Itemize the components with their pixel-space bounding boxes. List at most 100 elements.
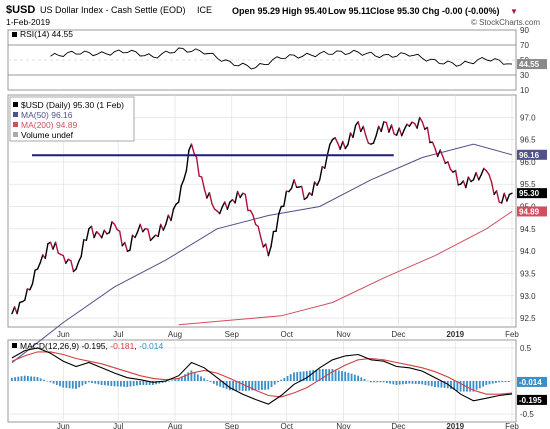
macd-hist-bar xyxy=(331,369,334,381)
price-segment xyxy=(124,241,129,252)
macd-hist-bar xyxy=(46,381,49,382)
macd-hist-bar xyxy=(107,381,109,386)
rsi-legend-swatch xyxy=(12,32,17,37)
rsi-current-tag-bg xyxy=(517,59,547,70)
price-segment xyxy=(344,143,349,150)
macd-hist-bar xyxy=(193,372,196,381)
price-segment xyxy=(103,229,108,235)
macd-hist-bar xyxy=(283,377,286,381)
macd-legend-signal: -0.181 xyxy=(110,341,134,351)
macd-hist-bar xyxy=(59,381,61,387)
rsi-current-tag: 44.55 xyxy=(519,60,540,69)
price-segment xyxy=(475,171,480,181)
macd-hist-bar xyxy=(97,381,100,385)
macd-hist-bar xyxy=(71,381,74,389)
price-segment xyxy=(157,223,162,238)
macd-hist-bar xyxy=(411,381,414,384)
macd-hist-bar xyxy=(389,381,391,384)
macd-hist-bar xyxy=(434,381,436,387)
price-segment xyxy=(139,223,144,233)
price-segment xyxy=(390,124,395,135)
price-segment xyxy=(16,301,21,315)
macd-hist-bar xyxy=(498,381,500,383)
macd-hist-bar xyxy=(196,374,199,381)
price-segment xyxy=(77,255,82,263)
macd-x-tick-label: Dec xyxy=(391,422,405,429)
macd-hist-bar xyxy=(84,381,87,384)
macd-hist-bar xyxy=(261,381,263,390)
macd-hist-bar xyxy=(469,381,472,392)
price-segment xyxy=(147,228,152,242)
macd-hist-bar xyxy=(17,376,20,381)
macd-hist-bar xyxy=(55,381,58,385)
price-tick-label: 96.0 xyxy=(520,158,536,167)
price-segment xyxy=(11,306,16,315)
price-segment xyxy=(80,238,85,258)
watermark: © StockCharts.com xyxy=(471,18,540,27)
price-segment xyxy=(267,245,272,257)
macd-hist-bar xyxy=(123,381,125,387)
price-segment xyxy=(342,140,346,150)
macd-hist-bar xyxy=(81,381,84,386)
macd-hist-bar xyxy=(200,376,202,381)
macd-hist-bar xyxy=(222,381,225,388)
macd-x-tick-label: 2019 xyxy=(446,422,464,429)
macd-hist-bar xyxy=(145,381,148,385)
macd-hist-bar xyxy=(142,381,145,385)
price-segment xyxy=(218,206,224,215)
price-x-tick-label: Oct xyxy=(280,330,293,339)
price-segment xyxy=(385,121,390,133)
price-segment xyxy=(288,187,293,193)
macd-hist-bar xyxy=(23,375,26,381)
macd-hist-tag: -0.014 xyxy=(519,378,542,387)
macd-hist-bar xyxy=(398,381,401,385)
macd-hist-bar xyxy=(337,370,340,381)
macd-hist-bar xyxy=(491,381,494,384)
macd-hist-bar xyxy=(430,381,433,387)
macd-hist-bar xyxy=(113,381,116,387)
price-segment xyxy=(39,254,44,264)
ma50-tag-bg xyxy=(517,149,547,160)
price-segment xyxy=(185,149,190,172)
macd-signal-line xyxy=(11,351,513,398)
macd-hist-bar xyxy=(350,373,353,381)
macd-tick-label: -0.5 xyxy=(520,410,534,419)
macd-hist-bar xyxy=(370,381,372,383)
macd-hist-bar xyxy=(158,381,161,384)
price-segment xyxy=(165,214,170,226)
macd-hist-bar xyxy=(11,377,13,381)
macd-hist-bar xyxy=(501,381,504,383)
macd-legend-hist: -0.014 xyxy=(139,341,163,351)
price-segment xyxy=(434,147,439,158)
price-segment xyxy=(257,225,262,238)
quote-high: High 95.40 xyxy=(282,6,327,16)
price-segment xyxy=(136,223,141,233)
price-segment xyxy=(439,149,444,158)
macd-hist-bar xyxy=(68,381,71,389)
price-segment xyxy=(265,243,270,257)
volume-legend-swatch xyxy=(13,132,18,137)
macd-hist-bar xyxy=(386,381,388,383)
price-tick-label: 96.5 xyxy=(520,136,536,145)
ma50-legend-label: MA(50) 96.16 xyxy=(21,110,73,120)
macd-hist-bar xyxy=(363,379,366,381)
macd-hist-bar xyxy=(347,372,350,381)
macd-hist-bar xyxy=(443,381,446,388)
macd-hist-bar xyxy=(235,381,238,391)
quote-low: Low 95.11 xyxy=(328,6,371,16)
macd-hist-bar xyxy=(132,381,135,386)
date-label: 1-Feb-2019 xyxy=(6,17,50,27)
macd-hist-bar xyxy=(62,381,65,388)
price-segment xyxy=(244,193,249,212)
macd-hist-bar xyxy=(495,381,497,383)
price-segment xyxy=(334,136,339,144)
price-segment xyxy=(249,209,254,216)
symbol: $USD xyxy=(6,4,35,16)
macd-hist-bar xyxy=(379,381,382,383)
macd-hist-bar xyxy=(382,381,385,383)
price-x-tick-label: 2019 xyxy=(446,330,464,339)
price-segment xyxy=(118,230,124,247)
price-segment xyxy=(134,231,139,239)
price-segment xyxy=(508,192,513,196)
